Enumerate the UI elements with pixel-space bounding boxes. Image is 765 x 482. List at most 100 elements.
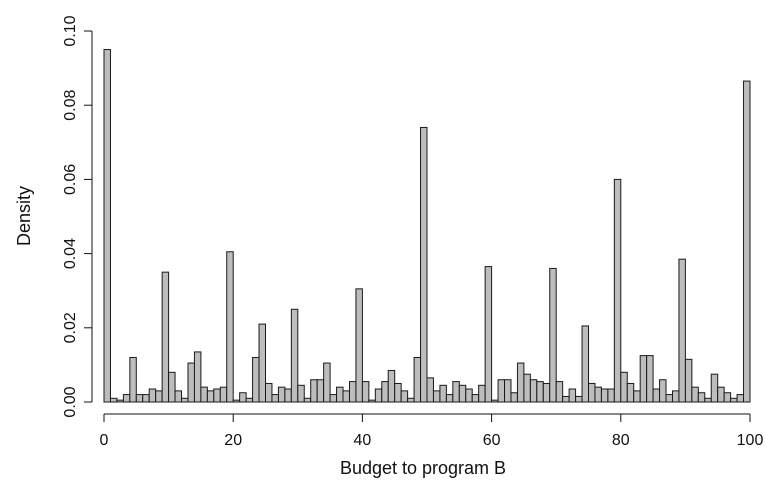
histogram-bar [232, 399, 241, 403]
histogram-bar [277, 386, 286, 403]
x-tick-label: 60 [483, 432, 501, 449]
histogram-bar [265, 382, 273, 403]
y-tick-label: 0.02 [62, 312, 79, 343]
histogram-bar [458, 384, 467, 403]
histogram-bar [381, 381, 389, 403]
histogram-bar [620, 371, 628, 403]
histogram-bar [594, 386, 602, 403]
histogram-bar [122, 394, 131, 403]
histogram-bar [684, 358, 693, 403]
histogram-bar [181, 397, 189, 403]
histogram-bar [523, 373, 531, 403]
histogram-bar [239, 392, 247, 403]
histogram-bar [361, 381, 370, 403]
histogram-bar [529, 379, 538, 403]
histogram-bar [355, 288, 363, 403]
histogram-bar [717, 386, 725, 403]
histogram-bar [723, 392, 732, 403]
histogram-bar [626, 382, 635, 403]
histogram-bar [452, 381, 460, 403]
histogram-bar [226, 251, 234, 403]
histogram-bar [491, 399, 499, 403]
y-tick-label: 0.08 [62, 90, 79, 121]
histogram-bar [678, 258, 686, 403]
histogram-bar [374, 388, 383, 403]
histogram-bar [290, 308, 299, 403]
y-axis: 0.00 0.02 0.04 0.06 0.08 0.10 [62, 15, 93, 418]
histogram-bar [516, 362, 525, 403]
y-tick-label: 0.04 [62, 238, 79, 269]
histogram-bar [148, 388, 157, 403]
x-tick-label: 20 [224, 432, 242, 449]
histogram-bar [155, 390, 163, 403]
histogram-bar [206, 390, 215, 403]
histogram-bar [465, 388, 473, 403]
histogram-bar [394, 382, 402, 403]
histogram-bar [310, 379, 318, 403]
histogram-bar [665, 394, 673, 403]
histogram-bar [297, 384, 305, 403]
histogram-bar [659, 379, 667, 403]
y-tick-label: 0.00 [62, 386, 79, 417]
histogram-bar [161, 271, 170, 403]
histogram-bar [407, 397, 415, 403]
x-axis-label: Budget to program B [340, 458, 506, 478]
x-tick-label: 80 [612, 432, 630, 449]
histogram-bar [219, 386, 228, 403]
histogram-bar [187, 362, 195, 403]
histogram-bar [671, 390, 680, 403]
histogram-bar [439, 384, 447, 403]
histogram-bar [258, 323, 267, 403]
histogram-bar [478, 384, 486, 403]
histogram-bar [639, 355, 648, 403]
histogram-bar [323, 362, 331, 403]
histogram-bar [271, 394, 279, 403]
histogram-bar [697, 392, 706, 403]
histogram-bar [710, 373, 719, 403]
histogram-bar [348, 381, 357, 403]
histogram-bar [245, 397, 254, 403]
histogram-bar [704, 397, 712, 403]
histogram-bar [568, 388, 577, 403]
histogram-bar [484, 266, 493, 403]
histogram-bar [542, 382, 551, 403]
histogram-bar [607, 388, 615, 403]
histogram-bar [549, 267, 557, 403]
histogram-bar [336, 386, 344, 403]
x-tick-label: 0 [100, 432, 109, 449]
histogram-bar [116, 399, 124, 403]
histogram-bar [536, 381, 544, 403]
histogram-bar [329, 394, 338, 403]
histogram-bar [142, 394, 150, 403]
histogram-bar [562, 395, 570, 403]
histogram-bar [633, 390, 641, 403]
histogram-bar [600, 388, 609, 403]
histogram-bar [588, 382, 596, 403]
histogram-bars [103, 49, 751, 403]
histogram-bar [504, 379, 512, 403]
histogram-bar [413, 356, 422, 403]
histogram-bar [174, 390, 183, 403]
x-tick-label: 100 [737, 432, 764, 449]
histogram-bar [730, 397, 738, 403]
histogram-bar [284, 388, 292, 403]
histogram-bar [432, 390, 441, 403]
histogram-bar [510, 392, 518, 403]
histogram-bar [135, 394, 144, 403]
histogram-bar [743, 80, 751, 403]
histogram-bar [471, 394, 480, 403]
histogram-bar [387, 369, 396, 403]
histogram-bar [581, 325, 589, 403]
histogram-bar [575, 395, 583, 403]
histogram-bar [445, 394, 454, 403]
histogram-bar [652, 388, 661, 403]
histogram-bar [200, 386, 208, 403]
x-axis: 0 20 40 60 80 100 [100, 413, 764, 449]
histogram-bar [420, 126, 428, 403]
y-tick-label: 0.10 [62, 15, 79, 46]
histogram-bar [129, 356, 137, 403]
histogram-bar [193, 351, 202, 403]
histogram-bar [400, 390, 409, 403]
histogram-bar [109, 397, 118, 403]
